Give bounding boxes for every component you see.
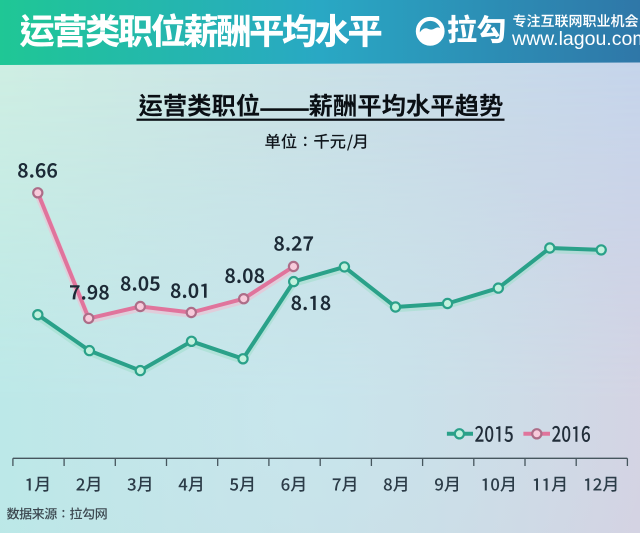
svg-text:www.lagou.com: www.lagou.com [511, 28, 640, 50]
